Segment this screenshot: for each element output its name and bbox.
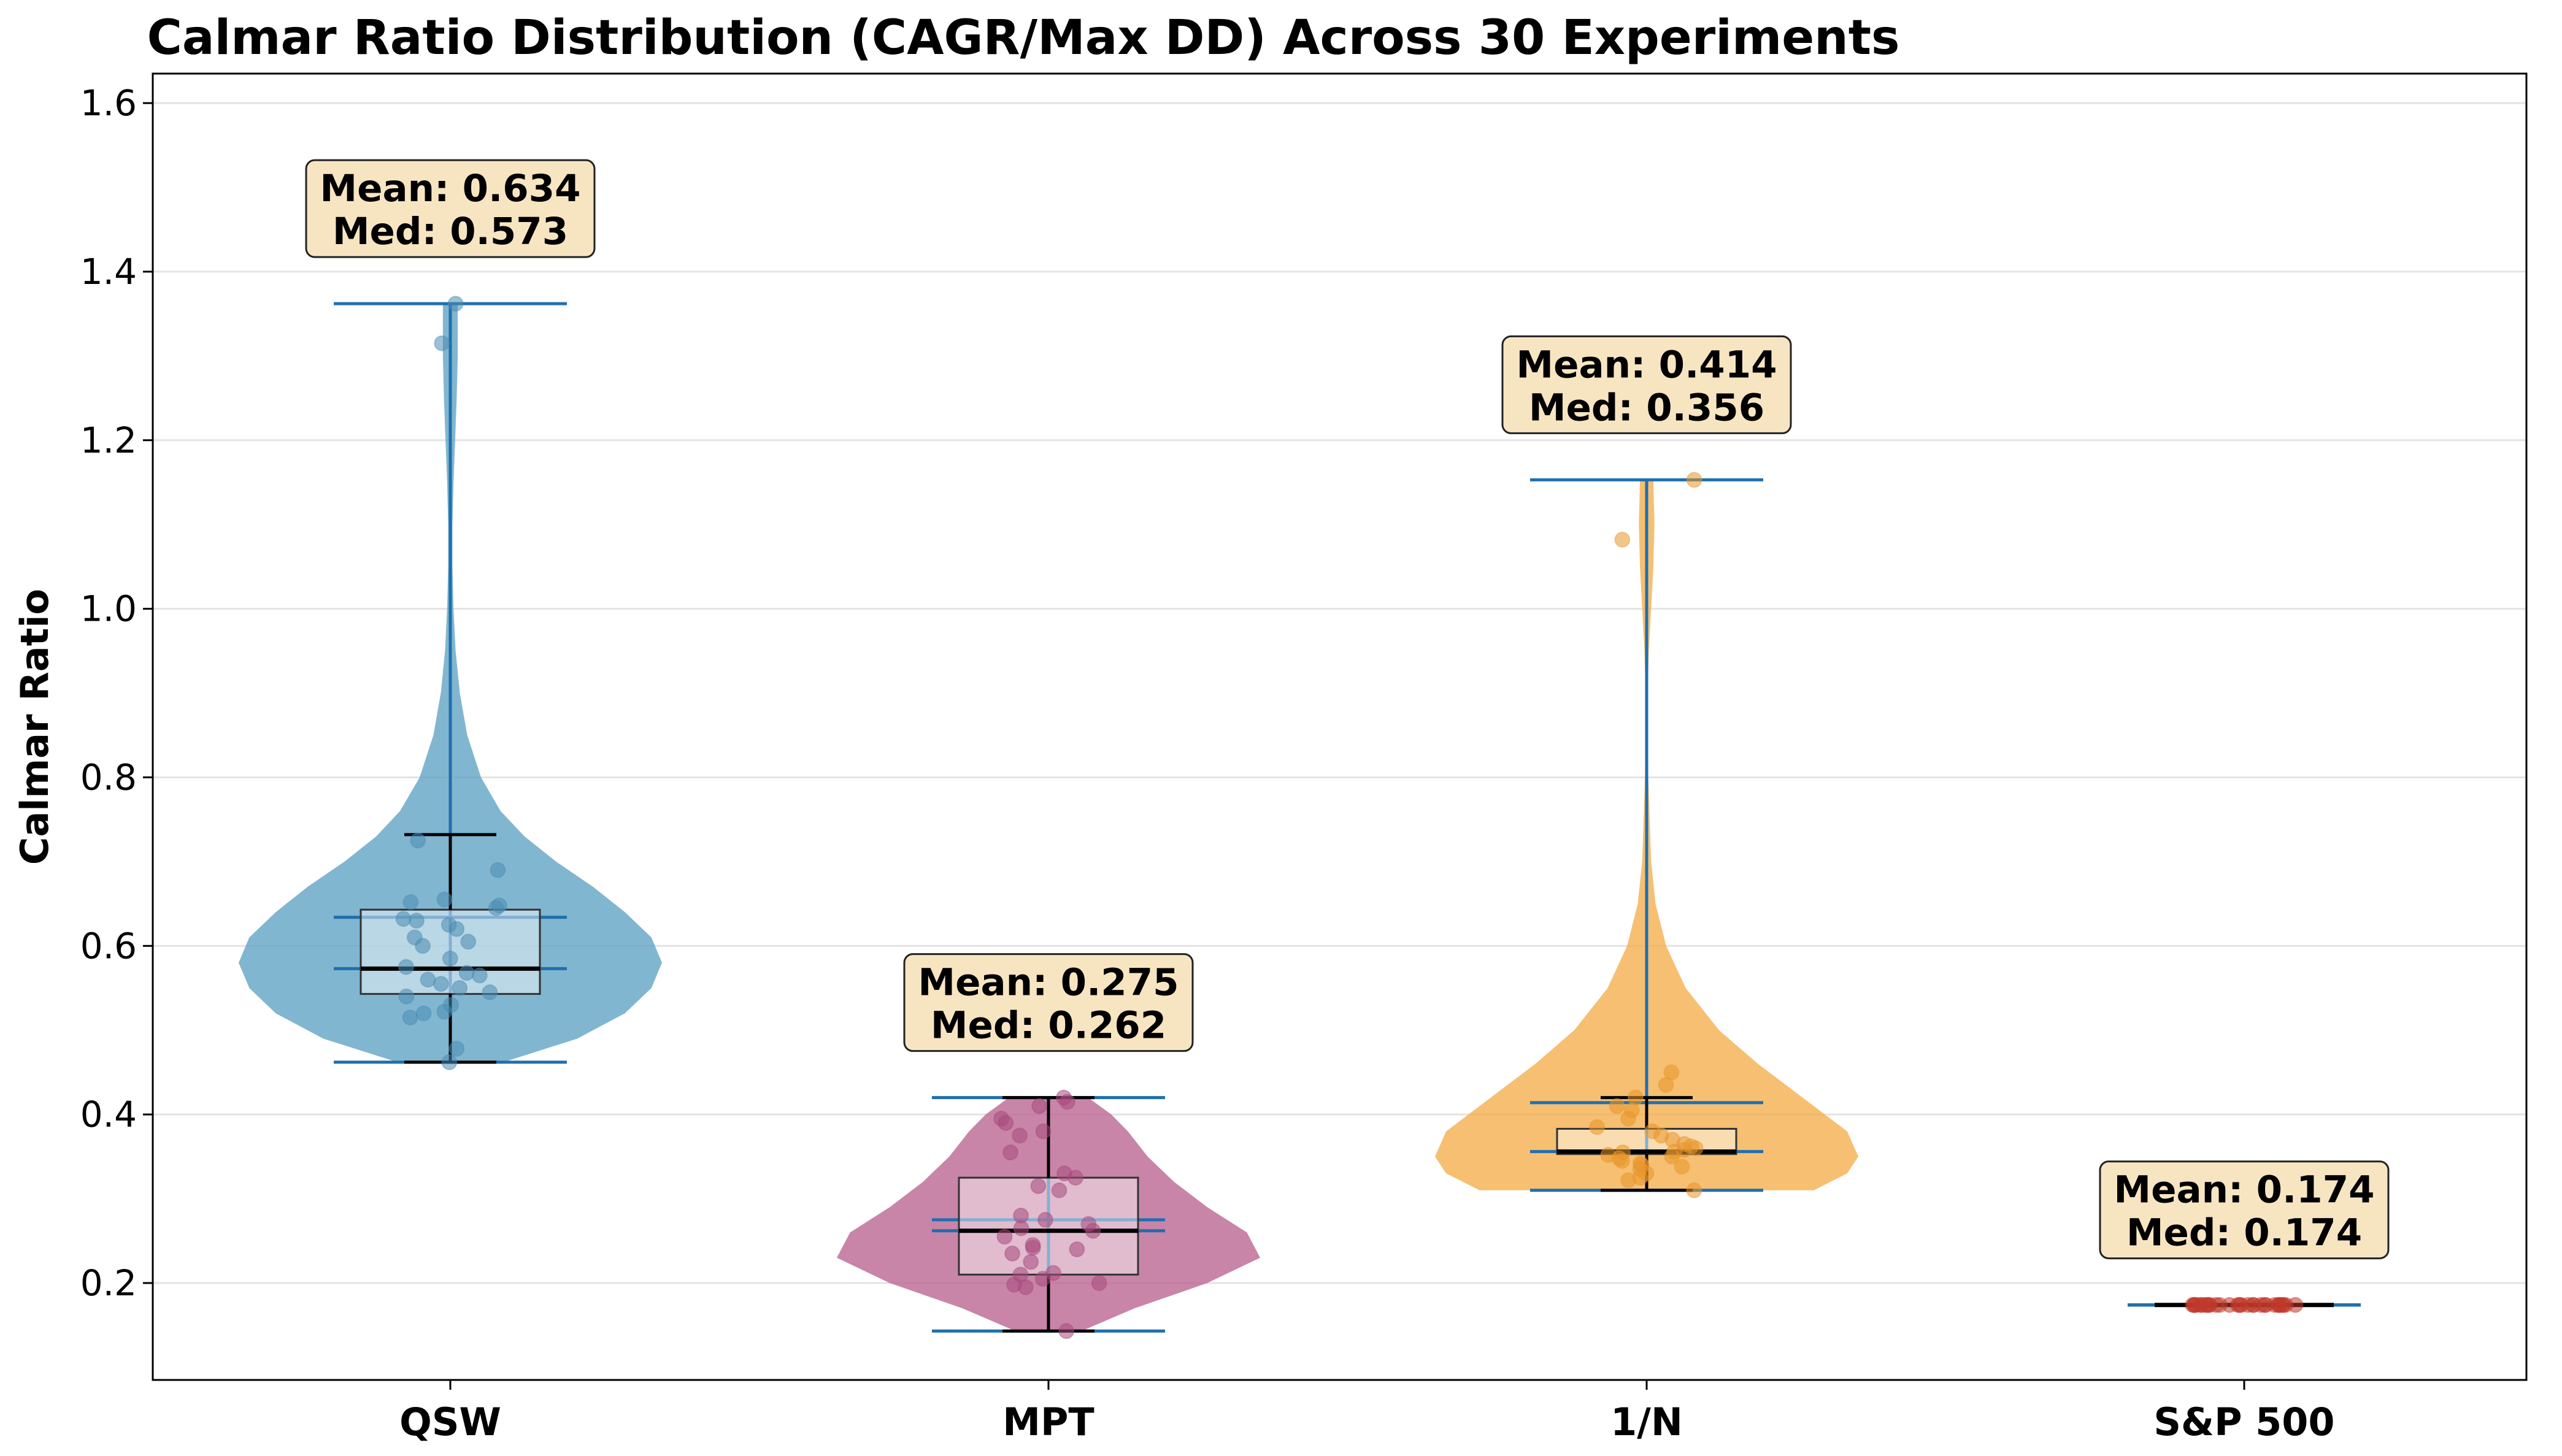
- stats-median-mpt: Med: 0.262: [931, 1004, 1166, 1048]
- data-point-qsw: [402, 894, 419, 910]
- data-point-qsw: [440, 916, 457, 933]
- x-tick-label-qsw: QSW: [399, 1400, 501, 1444]
- data-point-qsw: [447, 296, 464, 312]
- data-point-1-n: [1686, 1182, 1702, 1198]
- y-tick-label: 1.4: [80, 251, 137, 293]
- data-point-qsw: [415, 1005, 432, 1022]
- y-tick-label: 0.8: [80, 756, 137, 798]
- data-point-qsw: [410, 832, 426, 849]
- x-tick-label-s-p-500: S&P 500: [2153, 1400, 2334, 1444]
- data-point-1-n: [1686, 472, 1702, 488]
- data-point-qsw: [406, 929, 423, 946]
- stats-median-qsw: Med: 0.573: [333, 210, 568, 253]
- y-axis-label: Calmar Ratio: [12, 589, 57, 865]
- data-point-mpt: [1091, 1275, 1107, 1291]
- data-point-mpt: [1023, 1254, 1039, 1270]
- data-point-qsw: [398, 959, 414, 975]
- stats-median-1-n: Med: 0.356: [1529, 386, 1764, 429]
- data-point-1-n: [1658, 1077, 1674, 1093]
- points: [395, 296, 2304, 1339]
- data-point-mpt: [996, 1228, 1013, 1245]
- data-point-1-n: [1609, 1098, 1625, 1114]
- stats-mean-1-n: Mean: 0.414: [1516, 343, 1777, 386]
- data-point-qsw: [458, 965, 475, 981]
- data-point-1-n: [1674, 1159, 1690, 1175]
- data-point-mpt: [1056, 1089, 1072, 1106]
- data-point-1-n: [1644, 1123, 1661, 1140]
- data-point-qsw: [460, 933, 477, 950]
- stats-box-s-p-500: [2099, 1160, 2390, 1260]
- data-point-mpt: [1058, 1323, 1075, 1339]
- data-point-mpt: [993, 1111, 1010, 1127]
- data-point-qsw: [482, 984, 498, 1000]
- data-point-qsw: [443, 997, 460, 1013]
- data-point-1-n: [1615, 1144, 1631, 1160]
- data-point-mpt: [1035, 1123, 1052, 1140]
- data-point-qsw: [395, 911, 412, 927]
- data-point-qsw: [441, 1054, 458, 1070]
- data-point-qsw: [436, 891, 453, 908]
- chart-title: Calmar Ratio Distribution (CAGR/Max DD) …: [147, 10, 1900, 66]
- data-point-mpt: [1080, 1216, 1097, 1232]
- data-point-1-n: [1632, 1155, 1648, 1171]
- stats-mean-qsw: Mean: 0.634: [320, 167, 580, 210]
- data-point-mpt: [1069, 1241, 1085, 1257]
- data-point-1-n: [1589, 1119, 1606, 1135]
- data-point-qsw: [448, 1040, 465, 1057]
- data-point-qsw: [442, 950, 458, 967]
- data-point-mpt: [1004, 1245, 1021, 1262]
- data-point-mpt: [1056, 1165, 1072, 1182]
- x-tick-label-mpt: MPT: [1002, 1400, 1094, 1444]
- y-tick-label: 0.6: [80, 925, 137, 967]
- stats-mean-mpt: Mean: 0.275: [918, 961, 1179, 1005]
- y-tick-label: 1.0: [80, 588, 137, 630]
- data-point-qsw: [402, 1010, 418, 1026]
- data-point-mpt: [1031, 1098, 1048, 1114]
- data-point-mpt: [1030, 1178, 1047, 1194]
- data-point-qsw: [398, 988, 415, 1005]
- y-tick-label: 0.4: [80, 1094, 137, 1135]
- data-point-mpt: [1013, 1208, 1029, 1224]
- x-tick-label-1-n: 1/N: [1610, 1400, 1683, 1444]
- data-point-s-p-500: [2199, 1297, 2215, 1313]
- plot-frame: [152, 72, 2528, 1381]
- stats-mean-s-p-500: Mean: 0.174: [2114, 1168, 2374, 1212]
- data-point-s-p-500: [2272, 1297, 2288, 1313]
- y-tick-label: 1.6: [80, 82, 137, 124]
- x-axis: QSW MPT 1/N S&P 500: [399, 1380, 2335, 1444]
- data-point-qsw: [409, 913, 425, 929]
- data-point-qsw: [420, 971, 436, 988]
- data-point-1-n: [1600, 1147, 1617, 1163]
- y-tick-label: 0.2: [80, 1262, 137, 1304]
- data-point-mpt: [1012, 1266, 1029, 1283]
- data-point-qsw: [434, 335, 450, 351]
- stats-box-qsw: [305, 159, 596, 258]
- stats-box-1-n: [1501, 335, 1792, 434]
- data-point-qsw: [433, 976, 449, 992]
- data-point-qsw: [452, 980, 468, 996]
- data-point-mpt: [1037, 1211, 1053, 1228]
- stats-median-s-p-500: Med: 0.174: [2126, 1211, 2362, 1255]
- data-point-1-n: [1663, 1064, 1680, 1081]
- data-point-1-n: [1614, 531, 1631, 548]
- data-point-1-n: [1627, 1089, 1644, 1106]
- data-point-mpt: [1002, 1144, 1019, 1160]
- y-tick-label: 1.2: [80, 420, 137, 461]
- data-point-mpt: [1012, 1127, 1028, 1144]
- data-point-qsw: [490, 862, 506, 878]
- data-point-mpt: [1025, 1237, 1041, 1254]
- stats-box-mpt: [903, 953, 1194, 1052]
- data-point-mpt: [1045, 1265, 1061, 1281]
- data-point-qsw: [471, 967, 488, 984]
- data-point-mpt: [1051, 1182, 1068, 1198]
- data-point-qsw: [491, 897, 507, 914]
- y-axis: 0.2 0.4 0.6 0.8 1.0 1.2 1.4 1.6: [80, 82, 153, 1304]
- data-point-s-p-500: [2240, 1297, 2256, 1313]
